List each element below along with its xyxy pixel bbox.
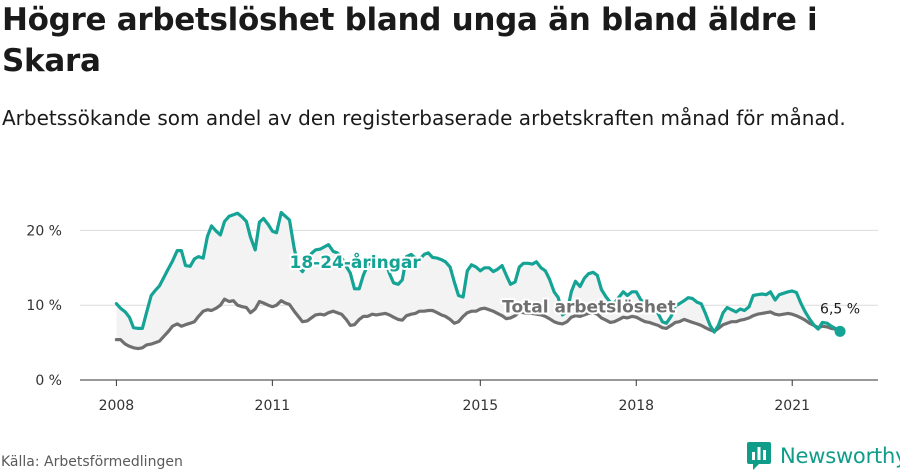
source-note: Källa: Arbetsförmedlingen (1, 454, 183, 470)
chart-title: Högre arbetslöshet bland unga än bland ä… (2, 2, 818, 79)
chart-subtitle: Arbetssökande som andel av den registerb… (2, 106, 846, 130)
series-labels: 18-24-åringar Total arbetslöshet (288, 249, 678, 320)
y-tick-label: 0 % (35, 373, 62, 389)
y-axis-ticks: 0 % 10 % 20 % (26, 223, 62, 389)
y-tick-label: 10 % (26, 298, 62, 314)
line-chart: 0 % 10 % 20 % 2008 2011 2015 2018 2021 18-24-å… (26, 210, 878, 414)
series-label: 18-24-åringar (290, 251, 422, 273)
brand-name: Newsworthy (780, 444, 900, 468)
newsworthy-logo-icon (747, 442, 771, 470)
series-label: Total arbetslöshet (502, 298, 676, 318)
series-line-youth (114, 210, 842, 334)
x-tick-label: 2008 (99, 398, 135, 414)
last-value-label: 6,5 % (820, 301, 860, 317)
x-tick-label: 2018 (618, 398, 654, 414)
y-tick-label: 20 % (26, 223, 62, 239)
x-tick-label: 2015 (462, 398, 498, 414)
x-tick-label: 2011 (255, 398, 291, 414)
brand-logo[interactable]: Newsworthy (746, 441, 900, 471)
series-line-total (114, 297, 842, 351)
x-axis-ticks: 2008 2011 2015 2018 2021 (99, 380, 810, 414)
gap-band (116, 212, 840, 349)
x-tick-label: 2021 (774, 398, 810, 414)
last-value-point (834, 325, 846, 337)
